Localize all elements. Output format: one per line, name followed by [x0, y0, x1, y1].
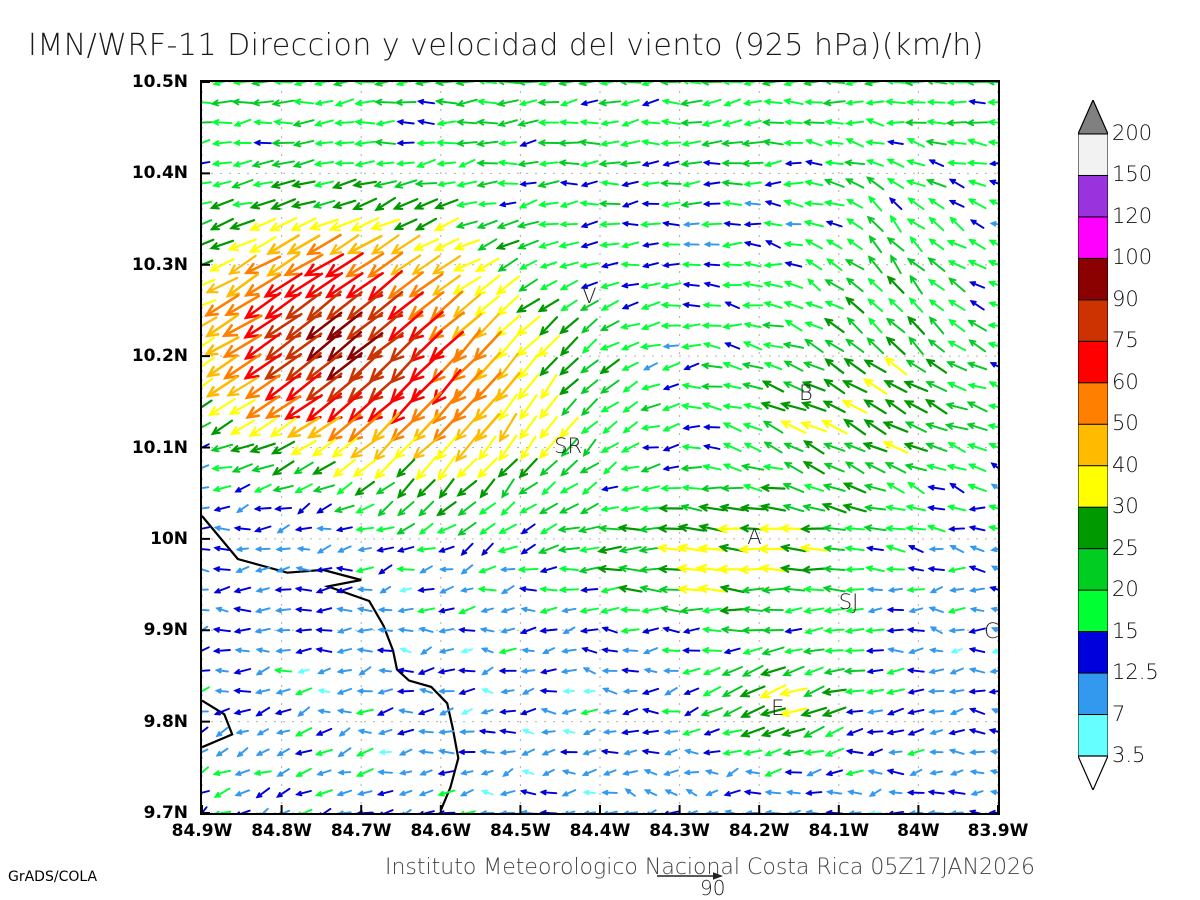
x-tick-label: 84W [897, 821, 940, 841]
colorbar-tick-label: 25 [1112, 535, 1139, 560]
y-tick-label: 10.5N [131, 72, 188, 92]
city-label-v: V [582, 283, 597, 308]
y-tick-label: 10.2N [131, 346, 188, 367]
y-tick-label: 9.7N [143, 803, 188, 823]
city-label-e: E [771, 695, 785, 720]
x-tick-label: 84.5W [490, 821, 551, 841]
x-tick-label: 84.1W [808, 821, 870, 841]
credit-label: GrADS/COLA [8, 869, 98, 885]
colorbar-tick-label: 30 [1112, 494, 1139, 519]
reference-vector-label: 90 [700, 876, 726, 900]
colorbar-tick-label: 15 [1112, 618, 1139, 643]
y-tick-label: 9.8N [143, 711, 188, 732]
y-tick-label: 10.3N [131, 254, 188, 275]
x-tick-label: 84.6W [410, 821, 472, 841]
colorbar-tick-label: 12.5 [1112, 660, 1159, 685]
y-tick-label: 9.9N [143, 620, 188, 641]
colorbar[interactable] [1078, 100, 1108, 790]
colorbar-tick-label: 90 [1112, 286, 1139, 311]
x-tick-label: 84.7W [330, 821, 392, 841]
colorbar-tick-label: 120 [1112, 203, 1153, 228]
colorbar-tick-label: 50 [1112, 411, 1139, 436]
city-label-b: B [799, 381, 813, 406]
city-label-a: A [747, 524, 762, 549]
colorbar-tick-label: 40 [1112, 452, 1139, 477]
colorbar-tick-label: 3.5 [1112, 743, 1146, 767]
y-tick-label: 10.4N [131, 163, 188, 184]
city-label-sj: SJ [838, 589, 859, 614]
map-plot-area[interactable] [200, 80, 1000, 815]
x-tick-label: 84.9W [171, 821, 233, 841]
x-tick-label: 83.9W [967, 821, 1029, 841]
city-label-c: C [984, 618, 999, 643]
colorbar-tick-label: 75 [1112, 328, 1139, 353]
wind-vector-field [202, 82, 998, 813]
colorbar-tick-label: 200 [1112, 121, 1153, 145]
y-tick-label: 10N [150, 528, 188, 549]
reference-vector-arrow [657, 872, 723, 880]
y-tick-label: 10.1N [131, 437, 188, 458]
x-tick-label: 84.4W [569, 821, 631, 841]
x-tick-label: 84.2W [728, 821, 790, 841]
page-title: IMN/WRF-11 Direccion y velocidad del vie… [28, 28, 984, 63]
colorbar-tick-label: 60 [1112, 369, 1139, 394]
x-tick-label: 84.3W [649, 821, 710, 841]
colorbar-tick-label: 20 [1112, 577, 1139, 602]
city-label-sr: SR [554, 433, 583, 458]
x-tick-label: 84.8W [251, 821, 312, 841]
city-label-i: I [996, 524, 1003, 549]
colorbar-tick-label: 150 [1112, 162, 1153, 187]
colorbar-tick-label: 100 [1112, 245, 1153, 270]
colorbar-tick-label: 7 [1112, 701, 1126, 726]
